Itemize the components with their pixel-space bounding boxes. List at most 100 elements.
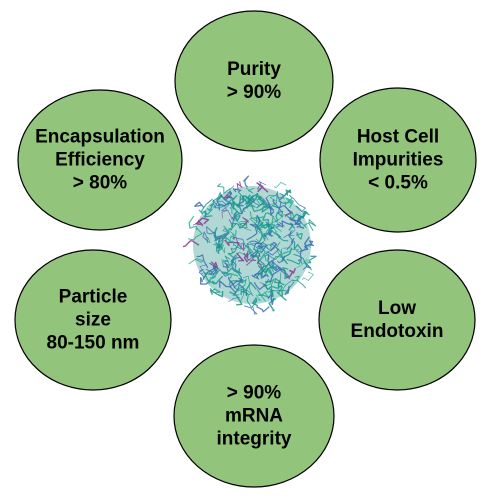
node-label-encapsulation-line-1: Encapsulation: [35, 127, 165, 148]
nanoparticle-strand: [298, 220, 310, 228]
nanoparticle-strand: [267, 292, 275, 306]
nanoparticle-strand: [266, 229, 278, 236]
nanoparticle-strand: [296, 225, 305, 229]
nanoparticle-strand: [216, 183, 231, 194]
nanoparticle-strand: [222, 262, 230, 272]
nanoparticle-strand: [267, 289, 287, 293]
nanoparticle-strand: [267, 217, 274, 231]
nanoparticle-strand: [269, 241, 278, 252]
nanoparticle-strand: [270, 278, 275, 293]
nanoparticle-strand: [246, 223, 258, 241]
node-label-particle-size-line-2: size: [75, 310, 111, 331]
nanoparticle-strand: [188, 215, 198, 231]
nanoparticle-strand: [266, 243, 279, 256]
nanoparticle-strand: [262, 212, 275, 221]
nanoparticle-strand: [276, 241, 284, 259]
nanoparticle-strand: [269, 258, 276, 268]
nanoparticle-strand: [237, 191, 252, 207]
nanoparticle-strand: [230, 263, 239, 274]
nanoparticle-strand: [243, 251, 249, 263]
nanoparticle-strand: [255, 195, 265, 209]
nanoparticle-strand: [232, 230, 237, 240]
nanoparticle-strand: [237, 199, 256, 215]
node-label-purity-line-1: Purity: [227, 59, 281, 80]
nanoparticle-strand: [277, 200, 284, 214]
nanoparticle-strand: [256, 306, 270, 313]
nanoparticle-strand: [287, 214, 305, 222]
nanoparticle-strand: [228, 279, 244, 286]
nanoparticle-strand: [308, 255, 317, 264]
nanoparticle-strand: [199, 264, 207, 275]
nanoparticle-strand: [294, 275, 307, 289]
nanoparticle-strand: [282, 267, 289, 280]
node-label-endotoxin-line-2: Endotoxin: [351, 321, 444, 342]
node-label-endotoxin-line-1: Low: [378, 298, 416, 319]
nanoparticle-strand: [276, 291, 287, 301]
nanoparticle-strand: [281, 248, 293, 265]
nanoparticle-strand: [260, 261, 271, 277]
nanoparticle-strand: [284, 281, 295, 296]
nanoparticle-strand: [213, 242, 221, 254]
nanoparticle-strand: [202, 231, 208, 242]
nanoparticle-strand: [227, 185, 235, 197]
nanoparticle-strand: [198, 269, 204, 280]
nanoparticle-strand: [222, 255, 231, 267]
nanoparticle-strand: [253, 248, 263, 255]
node-label-mrna-line-1: > 90%: [227, 383, 282, 404]
nanoparticle-strand: [254, 214, 262, 231]
nanoparticle-strand: [195, 217, 210, 226]
node-label-encapsulation-line-3: > 80%: [73, 173, 128, 194]
nanoparticle-strand: [255, 238, 269, 250]
nanoparticle-strand: [242, 281, 257, 292]
nanoparticle-strand: [256, 293, 262, 302]
nanoparticle-strand: [228, 253, 235, 266]
nanoparticle-strand: [277, 220, 294, 228]
nanoparticle-strand: [255, 245, 262, 250]
node-purity: Purity> 90%: [174, 10, 334, 152]
nanoparticle-image: [182, 175, 317, 315]
nanoparticle-strand: [212, 199, 224, 209]
nanoparticle-strand: [238, 268, 247, 283]
nanoparticle-strand: [302, 260, 312, 271]
nanoparticle-strand: [292, 197, 306, 212]
nanoparticle-strand: [222, 267, 233, 275]
nanoparticle-strand: [284, 189, 292, 196]
nanoparticle-strand: [272, 198, 291, 213]
nanoparticle-strand: [209, 289, 224, 298]
nanoparticle-strand: [295, 231, 303, 240]
nanoparticle-strand: [242, 175, 250, 188]
nanoparticle-strand: [288, 229, 296, 237]
nanoparticle-strand: [231, 194, 242, 208]
nanoparticle-strand: [301, 271, 314, 281]
nanoparticle-strand: [182, 240, 200, 248]
nanoparticle-strand: [200, 276, 212, 285]
nanoparticle-strand: [256, 254, 267, 265]
nanoparticle-strand: [267, 254, 280, 272]
nanoparticle-strand: [257, 244, 270, 257]
nanoparticle-strand: [228, 296, 240, 302]
nanoparticle-strand: [235, 251, 248, 264]
nanoparticle-strand: [206, 226, 215, 235]
nanoparticle-strand: [205, 268, 213, 276]
nanoparticle-strand: [295, 244, 312, 255]
nanoparticle-strand: [280, 250, 291, 258]
nanoparticle-strand: [262, 267, 273, 278]
nanoparticle-strand: [263, 242, 274, 251]
nanoparticle-strand: [255, 253, 265, 278]
nanoparticle-strand: [279, 193, 286, 199]
nanoparticle-strand: [256, 193, 267, 206]
nanoparticle-strand: [277, 279, 283, 293]
nanoparticle-strand: [221, 209, 236, 222]
nanoparticle-strand: [223, 237, 235, 247]
nanoparticle-strand: [246, 242, 256, 249]
nanoparticle-strand: [219, 191, 233, 201]
nanoparticle-strand: [214, 200, 227, 208]
nanoparticle-strand: [253, 281, 266, 291]
node-ellipse-endotoxin: [318, 249, 476, 391]
